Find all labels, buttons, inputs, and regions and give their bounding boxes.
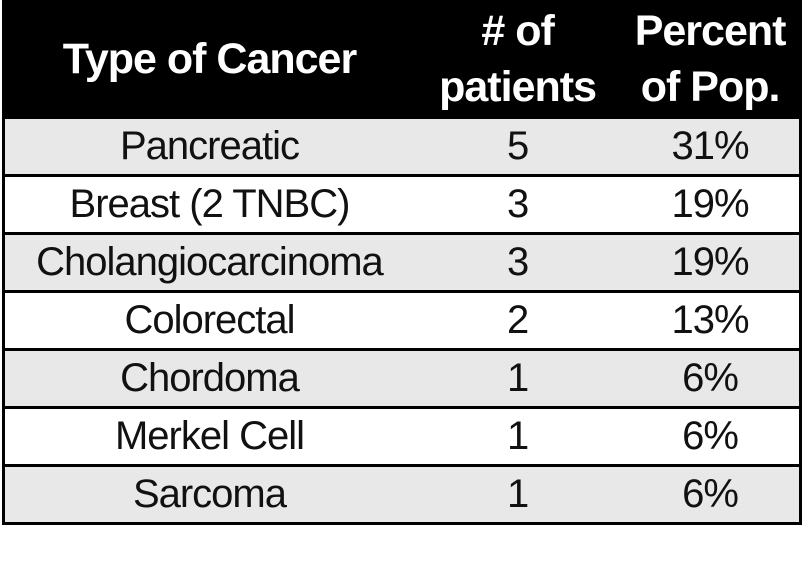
cell-percent: 19% [621,174,801,234]
cell-patients: 3 [413,232,622,292]
cell-patients: 5 [413,116,622,176]
cell-patients: 1 [413,406,622,466]
header-num-patients: # of patients [413,1,622,118]
table-row: Merkel Cell 1 6% [3,406,801,466]
table-body: Pancreatic 5 31% Breast (2 TNBC) 3 19% C… [3,116,801,524]
cell-patients: 1 [413,348,622,408]
cell-patients: 2 [413,290,622,350]
table-row: Sarcoma 1 6% [3,464,801,524]
cell-percent: 6% [621,348,801,408]
header-percent-of-pop: Percent of Pop. [621,1,801,118]
cell-type: Chordoma [3,348,414,408]
table-row: Cholangiocarcinoma 3 19% [3,232,801,292]
cell-type: Merkel Cell [3,406,414,466]
table-row: Breast (2 TNBC) 3 19% [3,174,801,234]
cell-type: Cholangiocarcinoma [3,232,414,292]
table-row: Colorectal 2 13% [3,290,801,350]
cell-type: Pancreatic [3,116,414,176]
cancer-distribution-table: Type of Cancer # of patients Percent of … [2,0,802,525]
cell-percent: 13% [621,290,801,350]
cell-patients: 1 [413,464,622,524]
cell-patients: 3 [413,174,622,234]
table-row: Pancreatic 5 31% [3,116,801,176]
cell-percent: 6% [621,464,801,524]
table-row: Chordoma 1 6% [3,348,801,408]
header-type-of-cancer: Type of Cancer [3,1,414,118]
cell-type: Sarcoma [3,464,414,524]
cell-type: Colorectal [3,290,414,350]
cell-percent: 31% [621,116,801,176]
header-row: Type of Cancer # of patients Percent of … [3,1,801,118]
cell-type: Breast (2 TNBC) [3,174,414,234]
table-header: Type of Cancer # of patients Percent of … [3,1,801,118]
cell-percent: 19% [621,232,801,292]
cell-percent: 6% [621,406,801,466]
